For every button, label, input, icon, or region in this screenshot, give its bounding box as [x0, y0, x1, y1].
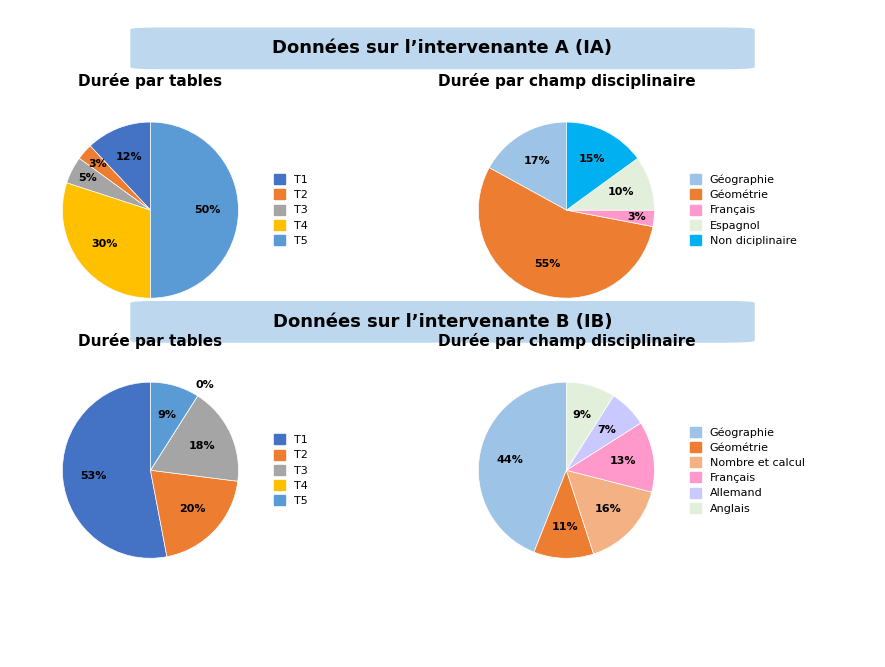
Wedge shape [63, 183, 150, 298]
Text: 10%: 10% [608, 187, 634, 197]
Wedge shape [479, 167, 653, 298]
Wedge shape [150, 396, 197, 470]
Title: Durée par tables: Durée par tables [79, 73, 222, 89]
Text: 7%: 7% [597, 425, 616, 435]
Text: 13%: 13% [610, 456, 636, 466]
Wedge shape [66, 158, 150, 210]
Text: Données sur l’intervenante B (IB): Données sur l’intervenante B (IB) [273, 313, 612, 331]
Legend: T1, T2, T3, T4, T5: T1, T2, T3, T4, T5 [271, 431, 311, 510]
Wedge shape [566, 396, 641, 470]
Text: 0%: 0% [196, 380, 214, 390]
Title: Durée par champ disciplinaire: Durée par champ disciplinaire [437, 334, 696, 350]
Text: 44%: 44% [496, 454, 524, 464]
Text: 3%: 3% [627, 211, 646, 221]
Wedge shape [150, 122, 238, 298]
Text: Données sur l’intervenante A (IA): Données sur l’intervenante A (IA) [273, 39, 612, 57]
Text: 53%: 53% [81, 471, 107, 481]
Wedge shape [566, 470, 651, 554]
Wedge shape [150, 470, 238, 557]
Title: Durée par champ disciplinaire: Durée par champ disciplinaire [437, 73, 696, 89]
Text: 18%: 18% [189, 441, 216, 451]
Text: 20%: 20% [179, 504, 205, 514]
Legend: T1, T2, T3, T4, T5: T1, T2, T3, T4, T5 [271, 171, 311, 249]
Legend: Géographie, Géométrie, Nombre et calcul, Français, Allemand, Anglais: Géographie, Géométrie, Nombre et calcul,… [687, 424, 808, 517]
Wedge shape [150, 396, 238, 482]
Wedge shape [489, 122, 566, 210]
Wedge shape [566, 158, 654, 210]
Wedge shape [566, 382, 613, 470]
Wedge shape [90, 122, 150, 210]
Text: 9%: 9% [573, 410, 592, 420]
Wedge shape [534, 470, 594, 558]
Wedge shape [63, 382, 167, 558]
Text: 17%: 17% [524, 156, 550, 166]
Text: 5%: 5% [78, 173, 97, 183]
Text: 16%: 16% [595, 504, 621, 514]
Text: 15%: 15% [579, 154, 605, 164]
Wedge shape [80, 146, 150, 210]
Text: 11%: 11% [551, 522, 578, 532]
Text: 9%: 9% [157, 410, 176, 420]
Text: 50%: 50% [195, 205, 221, 215]
Text: 55%: 55% [534, 259, 560, 269]
Legend: Géographie, Géométrie, Français, Espagnol, Non diciplinaire: Géographie, Géométrie, Français, Espagno… [687, 171, 800, 249]
Wedge shape [566, 210, 654, 227]
Wedge shape [566, 122, 637, 210]
Text: 12%: 12% [116, 152, 142, 162]
Text: 30%: 30% [91, 239, 118, 249]
Wedge shape [479, 382, 566, 552]
FancyBboxPatch shape [131, 301, 754, 342]
Title: Durée par tables: Durée par tables [79, 334, 222, 350]
Text: 3%: 3% [88, 159, 107, 169]
Wedge shape [566, 423, 654, 492]
FancyBboxPatch shape [131, 28, 754, 69]
Wedge shape [150, 382, 197, 470]
